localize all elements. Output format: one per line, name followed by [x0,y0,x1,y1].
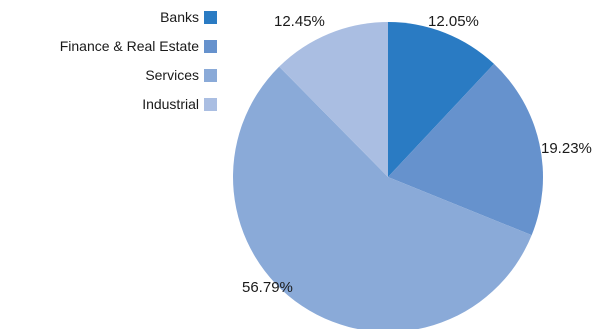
legend-label: Services [145,67,199,83]
legend-label: Banks [160,9,199,25]
legend-item: Finance & Real Estate [60,38,217,54]
legend-item: Banks [160,9,217,25]
legend-item: Services [145,67,217,83]
pie-slices [233,22,544,329]
pie-slice-labels: 12.05% 19.23% 56.79% 12.45% [242,13,592,296]
slice-value-label: 56.79% [242,279,293,296]
legend-swatch [204,98,217,111]
pie-slice-services [233,66,532,329]
legend: Banks Finance & Real Estate Services Indust… [60,9,217,112]
pie-slice-finance-real-estate [388,63,544,236]
legend-item: Industrial [142,96,217,112]
pie-slice-banks [388,22,495,177]
legend-swatch [204,69,217,82]
slice-value-label: 12.05% [428,13,479,30]
slice-value-label: 12.45% [274,13,325,30]
pie-slice-industrial [279,22,388,177]
legend-swatch [204,40,217,53]
legend-label: Finance & Real Estate [60,38,200,54]
legend-swatch [204,11,217,24]
slice-value-label: 19.23% [541,140,592,157]
legend-label: Industrial [142,96,199,112]
